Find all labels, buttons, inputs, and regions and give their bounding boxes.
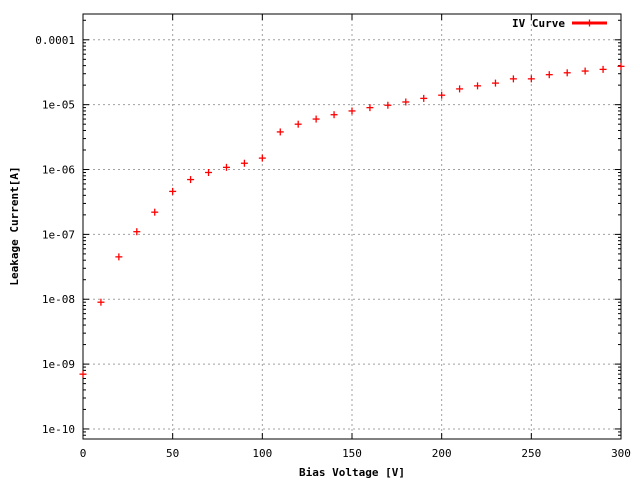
data-point: [330, 111, 338, 119]
x-tick-label: 200: [432, 447, 452, 460]
data-point: [151, 208, 159, 216]
data-point: [420, 94, 428, 102]
y-tick-label: 1e-05: [42, 99, 75, 112]
legend: IV Curve: [512, 17, 607, 30]
data-point: [258, 154, 266, 162]
data-point: [222, 163, 230, 171]
x-tick-label: 0: [80, 447, 87, 460]
data-point: [545, 71, 553, 79]
plot-frame: [82, 13, 622, 440]
data-point: [366, 104, 374, 112]
x-tick-label: 250: [521, 447, 541, 460]
data-point: [509, 75, 517, 83]
y-tick-label: 1e-09: [42, 358, 75, 371]
data-point: [115, 253, 123, 261]
data-point: [581, 67, 589, 75]
data-point: [456, 85, 464, 93]
x-tick-label: 300: [611, 447, 631, 460]
data-point: [312, 115, 320, 123]
data-point: [384, 101, 392, 109]
data-point: [348, 107, 356, 115]
x-tick-label: 150: [342, 447, 362, 460]
x-tick-label: 100: [252, 447, 272, 460]
data-point: [79, 370, 87, 378]
y-tick-label: 1e-10: [42, 423, 75, 436]
y-tick-label: 0.0001: [35, 34, 75, 47]
data-point: [527, 75, 535, 83]
y-axis-label: Leakage Current[A]: [8, 166, 21, 285]
data-points: [79, 62, 625, 378]
data-point: [599, 65, 607, 73]
y-tick-label: 1e-08: [42, 293, 75, 306]
y-tick-labels: 1e-10 1e-09 1e-08 1e-07 1e-06 1e-05 0.0001: [35, 34, 75, 436]
data-point: [133, 228, 141, 236]
y-tick-label: 1e-06: [42, 164, 75, 177]
data-point: [276, 128, 284, 136]
data-point: [491, 79, 499, 87]
legend-marker: [586, 19, 593, 27]
x-tick-labels: 0 50 100 150 200 250 300: [80, 447, 631, 460]
y-tick-label: 1e-07: [42, 228, 75, 241]
data-point: [169, 187, 177, 195]
legend-label: IV Curve: [512, 17, 565, 30]
x-tick-label: 50: [166, 447, 179, 460]
data-point: [240, 159, 248, 167]
data-point: [294, 120, 302, 128]
data-point: [205, 168, 213, 176]
data-point: [187, 176, 195, 184]
data-point: [402, 98, 410, 106]
data-point: [97, 298, 105, 306]
x-axis-label: Bias Voltage [V]: [299, 466, 405, 479]
data-point: [617, 62, 625, 70]
data-point: [438, 91, 446, 99]
data-point: [563, 69, 571, 77]
data-point: [474, 82, 482, 90]
grid: [83, 14, 621, 439]
